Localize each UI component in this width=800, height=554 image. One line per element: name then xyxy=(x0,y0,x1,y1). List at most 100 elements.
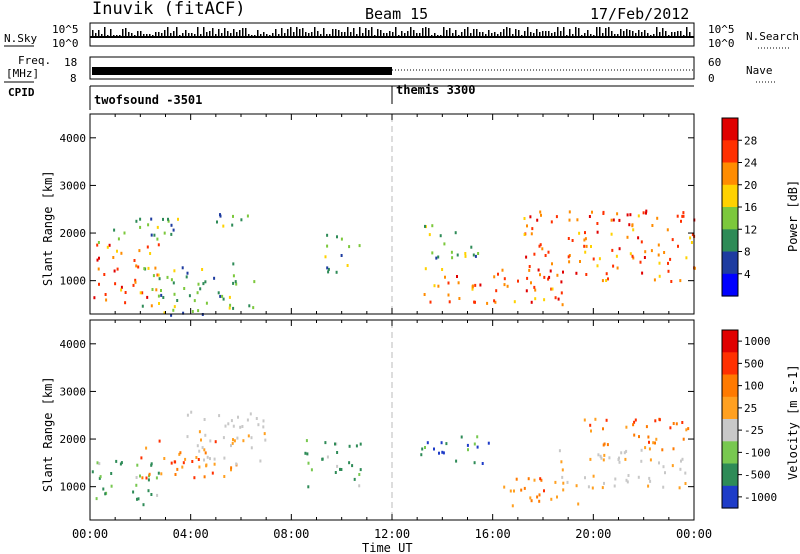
scatter-cell xyxy=(691,233,694,237)
scatter-cell xyxy=(262,419,265,423)
scatter-cell xyxy=(334,442,336,446)
nsky-bar xyxy=(455,30,457,37)
scatter-cell xyxy=(638,435,640,439)
scatter-cell xyxy=(550,287,553,291)
scatter-cell xyxy=(97,267,100,271)
scatter-cell xyxy=(447,293,450,297)
scatter-cell xyxy=(464,252,467,255)
scatter-cell xyxy=(503,485,506,489)
scatter-cell xyxy=(677,244,679,248)
cpid-strip: CPID twofsound -3501 themis 3300 xyxy=(4,81,694,110)
nsky-bar xyxy=(428,28,430,37)
nsky-bar xyxy=(605,28,607,37)
scatter-cell xyxy=(684,482,687,485)
scatter-cell xyxy=(676,214,679,218)
scatter-cell xyxy=(455,459,458,463)
colorbar-tick-label: 100 xyxy=(744,380,764,393)
scatter-cell xyxy=(539,273,541,277)
nsky-bar xyxy=(155,32,157,37)
scatter-cell xyxy=(112,256,115,259)
nsky-bar xyxy=(656,27,658,37)
scatter-cell xyxy=(445,442,448,446)
scatter-cell xyxy=(103,273,106,276)
nsky-bar xyxy=(320,34,322,37)
nsky-bar xyxy=(131,33,133,37)
nsky-bar xyxy=(362,33,364,37)
nsky-bar xyxy=(173,31,175,37)
scatter-cell xyxy=(136,463,139,467)
nsky-bar xyxy=(266,34,268,37)
scatter-cell xyxy=(529,496,532,500)
scatter-cell xyxy=(148,472,151,476)
scatter-cell xyxy=(481,462,484,465)
scatter-cell xyxy=(198,465,201,469)
nsky-bar xyxy=(392,32,394,37)
scatter-cell xyxy=(440,441,443,445)
scatter-cell xyxy=(135,483,138,487)
scatter-cell xyxy=(578,231,581,235)
scatter-cell xyxy=(680,219,682,223)
scatter-cell xyxy=(166,275,169,279)
scatter-cell xyxy=(176,299,179,302)
nsky-bar xyxy=(143,34,145,37)
x-axis-label: Time UT xyxy=(362,541,413,554)
scatter-cell xyxy=(209,439,212,443)
scatter-cell xyxy=(561,468,564,472)
scatter-cell xyxy=(562,488,565,492)
colorbar-swatch xyxy=(722,330,738,353)
scatter-cell xyxy=(222,297,225,301)
nsky-bar xyxy=(182,33,184,37)
scatter-cell xyxy=(150,493,153,496)
scatter-cell xyxy=(172,281,175,285)
scatter-cell xyxy=(533,252,536,256)
scatter-cell xyxy=(141,476,144,480)
nsky-bar xyxy=(689,32,691,37)
scatter-cell xyxy=(672,422,675,425)
scatter-cell xyxy=(450,250,453,254)
scatter-cell xyxy=(154,266,157,270)
scatter-cell xyxy=(568,210,571,214)
scatter-cell xyxy=(150,304,153,308)
nsky-bar xyxy=(485,34,487,37)
nsky-bar xyxy=(116,35,118,37)
scatter-cell xyxy=(471,287,474,291)
scatter-cell xyxy=(567,237,570,240)
scatter-cell xyxy=(641,271,644,275)
scatter-cell xyxy=(568,260,571,264)
scatter-cell xyxy=(255,417,258,420)
scatter-cell xyxy=(147,266,150,270)
scatter-cell xyxy=(568,218,571,222)
scatter-cell xyxy=(114,282,117,286)
scatter-cell xyxy=(134,278,137,282)
nsky-bar xyxy=(236,32,238,37)
colorbar-tick-label: 8 xyxy=(744,246,751,259)
nsky-bar xyxy=(662,28,664,37)
scatter-cell xyxy=(232,424,235,428)
scatter-cell xyxy=(547,277,550,281)
y-tick-label: 1000 xyxy=(60,275,87,288)
nsky-bar xyxy=(419,33,421,37)
nsky-bar xyxy=(431,35,433,37)
nsky-bar xyxy=(569,29,571,37)
scatter-cell xyxy=(541,247,544,251)
scatter-cell xyxy=(237,415,239,419)
scatter-cell xyxy=(618,456,620,460)
scatter-cell xyxy=(132,283,135,287)
scatter-cell xyxy=(203,418,206,421)
scatter-cell xyxy=(605,418,608,422)
scatter-cell xyxy=(669,426,672,430)
nsky-bar xyxy=(497,34,499,37)
scatter-cell xyxy=(93,296,96,300)
scatter-cell xyxy=(229,303,232,307)
scatter-cell xyxy=(150,233,153,237)
nsky-bar xyxy=(365,28,367,37)
scatter-cell xyxy=(172,308,175,312)
scatter-cell xyxy=(575,271,578,275)
scatter-cell xyxy=(538,244,541,248)
nsky-bar xyxy=(494,32,496,37)
scatter-cell xyxy=(567,255,570,259)
colorbar-swatch xyxy=(722,463,738,487)
nsky-bar xyxy=(176,27,178,37)
scatter-cell xyxy=(599,454,602,458)
scatter-cell xyxy=(526,276,529,280)
